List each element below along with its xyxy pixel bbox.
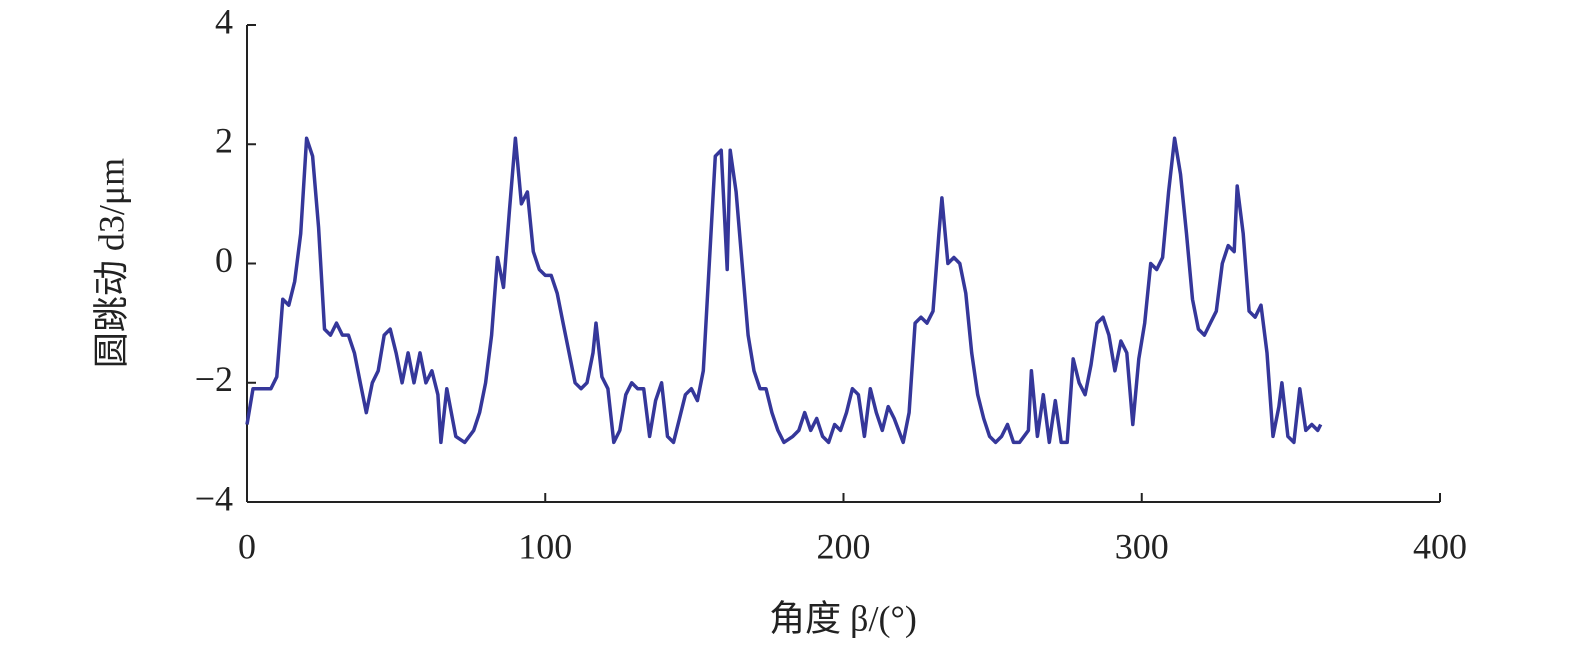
y-axis-label: 圆跳动 d3/μm (91, 158, 131, 368)
x-tick-label: 300 (1115, 526, 1169, 566)
x-tick-label: 100 (518, 526, 572, 566)
y-tick-label: 0 (215, 240, 233, 280)
x-axis-label: 角度 β/(°) (769, 598, 917, 638)
x-tick-label: 200 (817, 526, 871, 566)
data-line (245, 136, 1323, 445)
x-tick-label: 0 (238, 526, 256, 566)
x-tick-label: 400 (1413, 526, 1467, 566)
y-tick-label: 2 (215, 121, 233, 161)
y-tick-label: −4 (195, 478, 233, 518)
y-tick-label: −2 (195, 359, 233, 399)
y-tick-label: 4 (215, 1, 233, 41)
